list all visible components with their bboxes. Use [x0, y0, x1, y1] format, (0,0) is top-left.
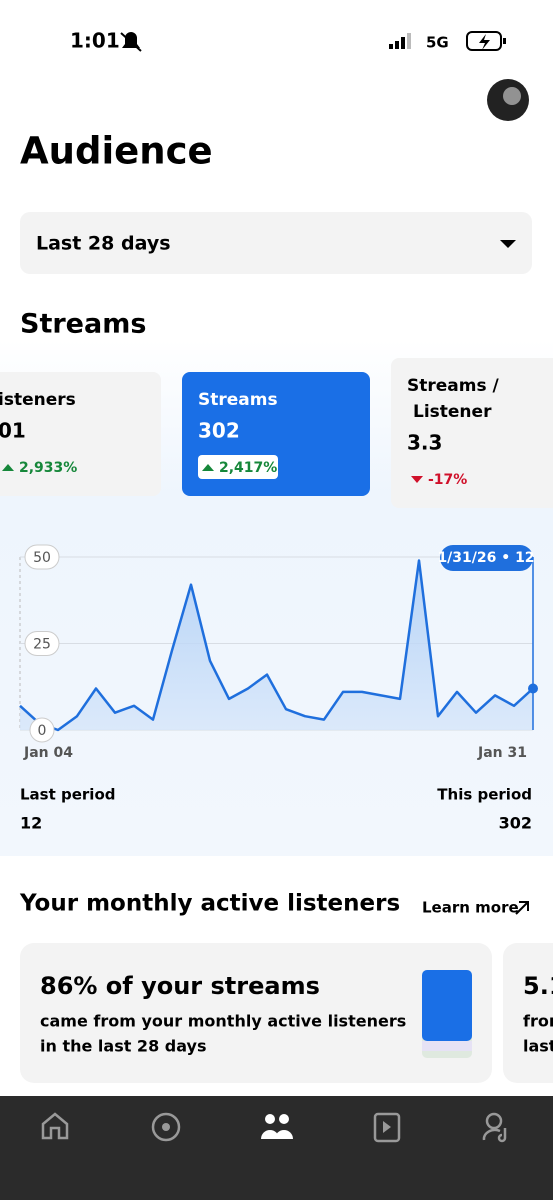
metric-change: -17%	[428, 472, 467, 488]
nav-discover[interactable]	[151, 1112, 181, 1142]
status-time: 1:01	[70, 29, 120, 53]
nav-audience[interactable]	[261, 1114, 293, 1139]
metric-card[interactable]	[0, 372, 161, 496]
learn-more-link[interactable]: Learn more	[422, 899, 519, 917]
this-period-value: 302	[499, 814, 532, 833]
metric-card[interactable]	[391, 358, 553, 508]
chart: 1/31/26 • 12 0 25 50 Jan 04 Jan 31	[19, 544, 538, 761]
metric-change: 2,933%	[19, 460, 77, 476]
metric-label: isteners	[0, 390, 76, 410]
y-tick-box	[29, 717, 55, 743]
x-tick-label: Jan 04	[23, 745, 73, 761]
mal-line: in the last 28 days	[40, 1037, 206, 1056]
nav-home[interactable]	[41, 1112, 69, 1140]
metric-value: 01	[0, 419, 26, 443]
y-tick-label: 0	[38, 723, 47, 739]
y-tick-box	[24, 631, 60, 656]
selected-point	[528, 683, 538, 694]
up-arrow	[202, 464, 214, 471]
network-label: 5G	[426, 34, 449, 52]
x-tick-label: Jan 31	[477, 745, 527, 761]
next-line: fron	[523, 1012, 553, 1031]
nav-profile[interactable]	[482, 1112, 507, 1143]
up-arrow	[2, 464, 14, 471]
next-line: last	[523, 1037, 553, 1056]
signal-icon	[389, 33, 411, 49]
dropdown-arrow	[500, 240, 516, 248]
mal-card[interactable]	[20, 943, 492, 1083]
line-series	[19, 559, 534, 732]
line-area	[20, 560, 533, 730]
annotation-pill	[440, 545, 533, 571]
metric-label: Listener	[413, 402, 492, 422]
annotation: 1/31/26 • 12	[437, 550, 534, 566]
filter-label: Last 28 days	[36, 233, 171, 255]
y-tick-box	[24, 544, 60, 570]
filter-dropdown[interactable]	[20, 212, 532, 274]
metric-cards: isteners 01 2,933% Streams 302 2,417% Streams …	[0, 358, 553, 508]
down-arrow	[411, 476, 423, 483]
last-period-label: Last period	[20, 786, 116, 804]
nav-content[interactable]	[373, 1112, 401, 1143]
battery-icon	[466, 31, 506, 51]
last-period-value: 12	[20, 814, 42, 833]
mal-title: Your monthly active listeners	[19, 891, 400, 917]
metric-label: Streams /	[407, 376, 500, 396]
metric-change: 2,417%	[219, 460, 277, 476]
metric-value: 3.3	[407, 431, 442, 455]
y-tick-label: 50	[33, 550, 51, 566]
this-period-label: This period	[437, 786, 532, 804]
next-headline: 5.1	[523, 972, 553, 1000]
mal-headline: 86% of your streams	[40, 972, 320, 1000]
external-arrow	[515, 901, 529, 915]
next-card[interactable]	[503, 943, 553, 1083]
bottom-nav	[0, 1096, 553, 1200]
page-title: Audience	[20, 130, 213, 173]
section-title: Streams	[20, 309, 146, 340]
mal-line: came from your monthly active listeners	[40, 1012, 406, 1031]
metric-value: 302	[198, 419, 240, 443]
change-badge	[198, 455, 278, 479]
metric-label: Streams	[198, 390, 278, 410]
content: 1:01 5G Audience Last 28 days Streams is…	[0, 29, 553, 1200]
y-tick-label: 25	[33, 637, 51, 653]
avatar-detail	[503, 87, 521, 105]
mute-icon	[120, 32, 142, 52]
mal-mini-bar	[422, 970, 472, 1058]
